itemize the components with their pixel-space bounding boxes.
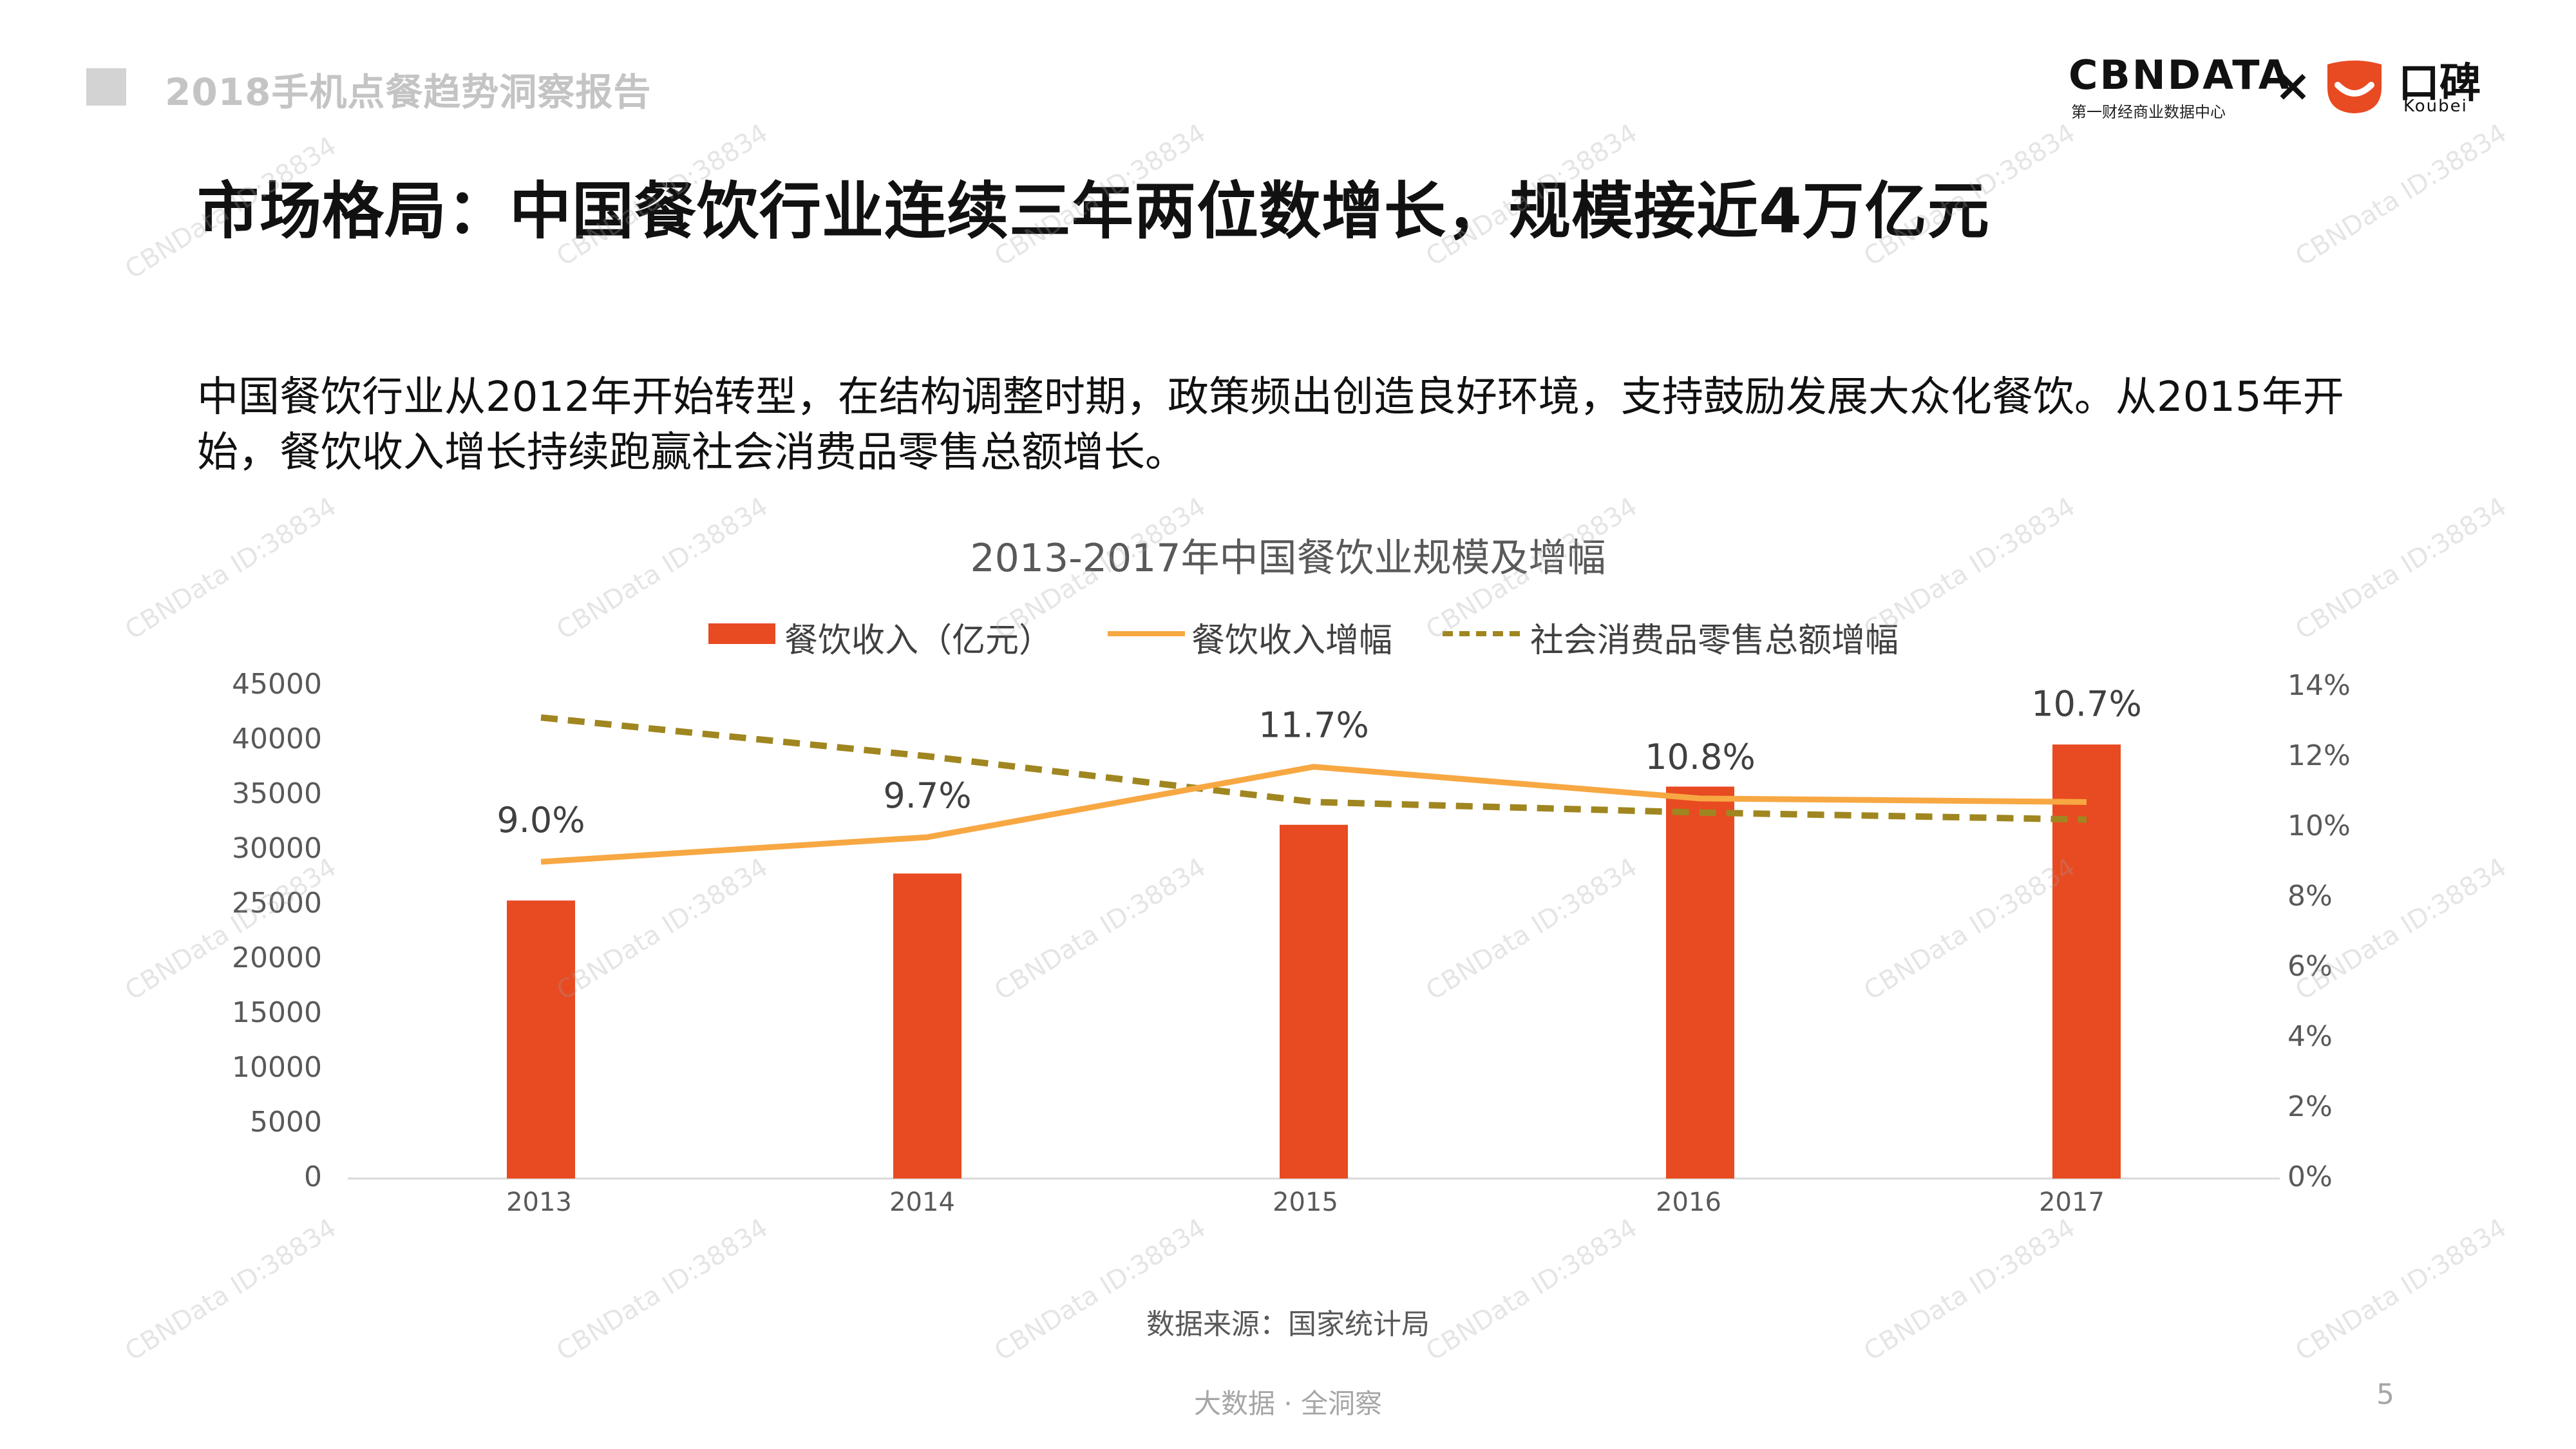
x-tick-label: 2016 — [1656, 1188, 1721, 1217]
report-title: 2018手机点餐趋势洞察报告 — [165, 70, 652, 114]
legend-swatch-revenue — [708, 623, 775, 644]
data-label-revenue-growth-2013: 9.0% — [497, 800, 585, 840]
y-left-tick: 15000 — [232, 996, 322, 1029]
report-marker — [86, 68, 126, 106]
chart-title: 2013-2017年中国餐饮业规模及增幅 — [970, 536, 1606, 581]
y-left-tick: 40000 — [232, 723, 322, 755]
bar-revenue-2015 — [1280, 824, 1348, 1179]
footer-slogan: 大数据 · 全洞察 — [1193, 1388, 1383, 1419]
legend-swatch-revenue-growth — [1108, 631, 1185, 636]
x-tick-label: 2015 — [1273, 1188, 1338, 1217]
y-left-tick: 30000 — [232, 832, 322, 865]
y-left-tick: 10000 — [232, 1051, 322, 1084]
x-tick-label: 2014 — [889, 1188, 955, 1217]
y-right-tick: 10% — [2287, 810, 2351, 842]
cbndata-logo: CBNDATA — [2069, 52, 2291, 99]
legend-label-revenue: 餐饮收入（亿元） — [784, 621, 1053, 660]
y-right-tick: 4% — [2287, 1020, 2333, 1053]
bar-revenue-2013 — [507, 900, 575, 1179]
data-label-revenue-growth-2014: 9.7% — [883, 775, 971, 816]
intro-paragraph: 中国餐饮行业从2012年开始转型，在结构调整时期，政策频出创造良好环境，支持鼓励… — [197, 374, 2344, 477]
line-revenue-growth — [540, 764, 2087, 865]
koubei-logo-english: Koubei — [2403, 97, 2468, 116]
collab-times-icon: × — [2275, 61, 2311, 111]
legend-swatch-retail-growth — [1443, 631, 1520, 636]
y-right-tick: 0% — [2287, 1160, 2333, 1193]
data-label-revenue-growth-2016: 10.8% — [1645, 737, 1756, 777]
y-right-tick: 6% — [2287, 950, 2333, 983]
y-left-tick: 25000 — [232, 887, 322, 920]
data-label-revenue-growth-2015: 11.7% — [1258, 705, 1369, 746]
y-left-tick: 20000 — [232, 942, 322, 974]
y-left-tick: 35000 — [232, 777, 322, 810]
data-source: 数据来源：国家统计局 — [1146, 1308, 1430, 1341]
y-left-tick: 5000 — [250, 1106, 322, 1139]
brand-logos: CBNDATA 第一财经商业数据中心 × 口碑 Koubei — [2069, 52, 2494, 122]
y-right-tick: 12% — [2287, 739, 2351, 772]
koubei-logo-text: 口碑 — [2398, 60, 2481, 108]
x-tick-label: 2017 — [2039, 1188, 2105, 1217]
cbndata-logo-text: CBNDATA — [2069, 52, 2291, 99]
bar-revenue-2014 — [893, 873, 961, 1179]
y-left-tick: 45000 — [232, 668, 322, 701]
y-right-tick: 14% — [2287, 669, 2351, 702]
bar-revenue-2017 — [2052, 744, 2121, 1179]
x-tick-label: 2013 — [506, 1188, 572, 1217]
data-label-revenue-growth-2017: 10.7% — [2031, 683, 2142, 724]
y-left-tick: 0 — [304, 1160, 322, 1193]
koubei-smile-icon — [2327, 61, 2382, 113]
legend-label-revenue-growth: 餐饮收入增幅 — [1191, 621, 1393, 660]
y-right-tick: 8% — [2287, 880, 2333, 913]
bar-revenue-2016 — [1666, 786, 1734, 1179]
y-right-tick: 2% — [2287, 1090, 2333, 1123]
page-title: 市场格局：中国餐饮行业连续三年两位数增长，规模接近4万亿元 — [197, 175, 1990, 247]
cbndata-subtitle: 第一财经商业数据中心 — [2071, 103, 2226, 121]
page-number: 5 — [2376, 1378, 2394, 1411]
legend-label-retail-growth: 社会消费品零售总额增幅 — [1530, 621, 1899, 660]
line-retail-growth — [540, 714, 2087, 823]
